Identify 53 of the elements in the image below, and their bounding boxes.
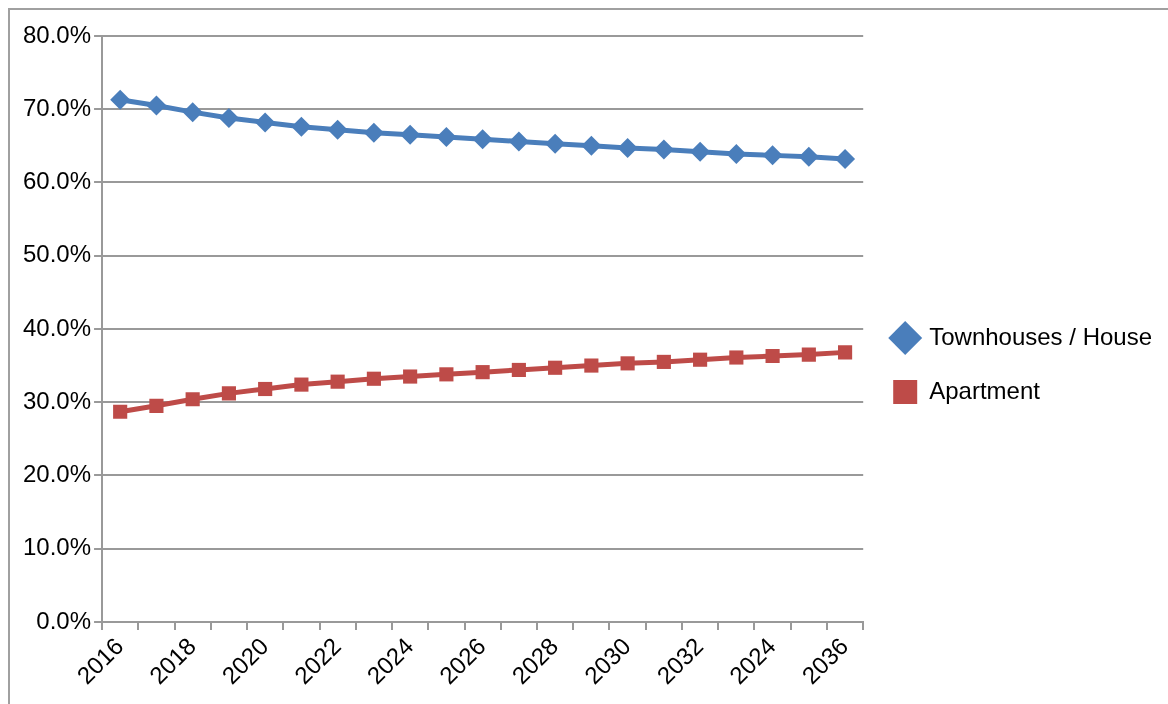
point (693, 352, 708, 367)
point (291, 116, 312, 137)
point (149, 398, 164, 413)
point (838, 345, 853, 360)
point (765, 348, 780, 364)
point (327, 119, 348, 140)
point (400, 124, 421, 145)
point (656, 354, 671, 369)
point (475, 365, 490, 380)
point (110, 89, 131, 110)
point (620, 356, 635, 371)
point (729, 350, 744, 365)
point (511, 362, 526, 378)
point (363, 122, 384, 143)
y-tick-label: 10.0% (22, 533, 92, 561)
point (548, 360, 563, 375)
y-tick-label: 50.0% (22, 240, 92, 268)
point (581, 135, 602, 156)
point (255, 112, 276, 133)
point (330, 374, 345, 389)
point (508, 131, 529, 152)
point (690, 141, 711, 162)
point (798, 146, 819, 167)
point (439, 367, 454, 382)
point (185, 392, 200, 407)
point (584, 358, 599, 373)
point (545, 133, 566, 154)
y-tick-label: 30.0% (22, 386, 92, 414)
y-tick-label: 70.0% (22, 93, 92, 121)
y-tick-label: 60.0% (22, 167, 92, 195)
point (221, 386, 236, 401)
legend-label: Townhouses / House (929, 322, 1152, 350)
legend-label: Apartment (929, 376, 1041, 404)
point (472, 129, 493, 150)
point (366, 371, 381, 386)
point (218, 108, 239, 129)
point (835, 149, 856, 170)
point (146, 95, 167, 116)
y-tick-label: 40.0% (22, 313, 92, 341)
point (182, 102, 203, 123)
point (294, 377, 309, 392)
y-tick-label: 0.0% (36, 606, 92, 634)
y-tick-label: 80.0% (22, 20, 92, 48)
point (403, 369, 418, 384)
y-tick-label: 20.0% (22, 460, 92, 488)
point (653, 139, 674, 160)
point (436, 127, 457, 148)
point (801, 347, 816, 362)
point (762, 145, 783, 166)
point (617, 138, 638, 159)
point (113, 404, 128, 419)
point (726, 143, 747, 164)
point (258, 381, 273, 397)
